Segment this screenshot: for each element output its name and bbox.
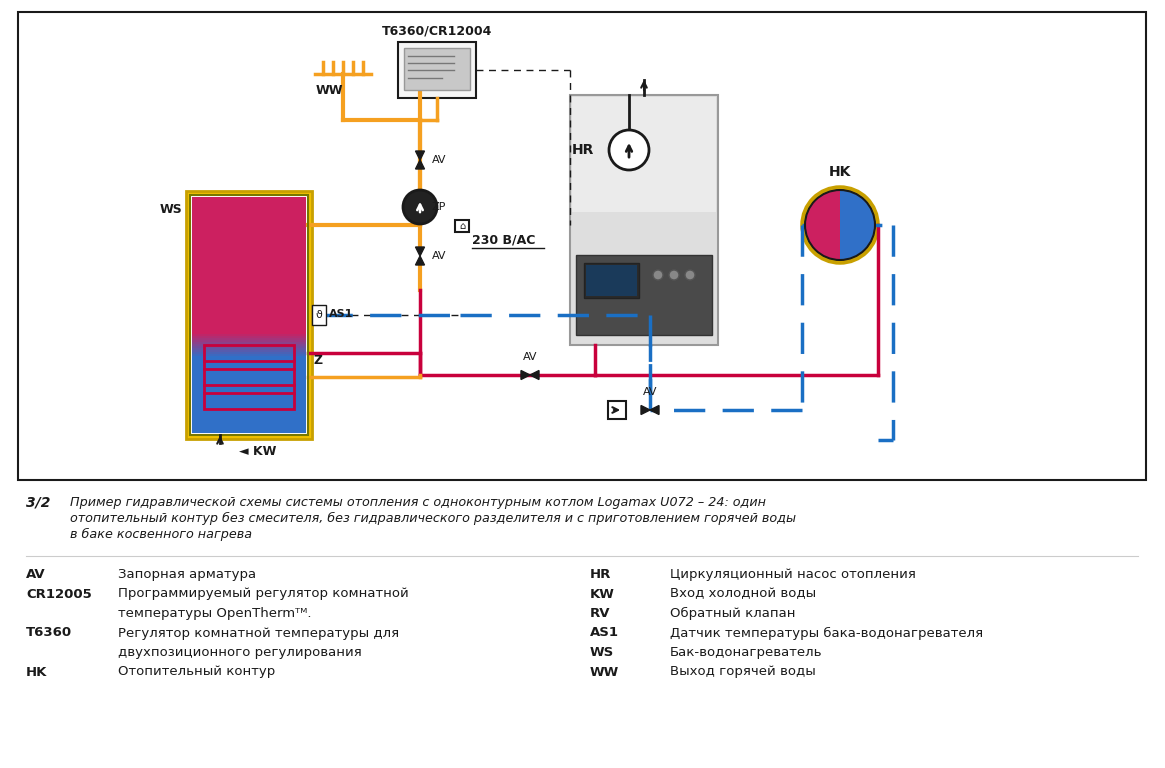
- Text: Циркуляционный насос отопления: Циркуляционный насос отопления: [670, 568, 916, 581]
- Bar: [204, 369, 294, 385]
- Bar: [192, 352, 306, 355]
- Text: HR: HR: [589, 568, 612, 581]
- Bar: [608, 401, 626, 419]
- Polygon shape: [521, 370, 530, 379]
- Bar: [192, 342, 306, 345]
- Text: Бак-водонагреватель: Бак-водонагреватель: [670, 646, 822, 659]
- Wedge shape: [840, 190, 875, 260]
- Bar: [398, 42, 476, 98]
- Text: WS: WS: [160, 203, 182, 216]
- Wedge shape: [805, 190, 840, 260]
- Text: WW: WW: [316, 84, 343, 97]
- Text: Z: Z: [313, 353, 323, 366]
- Text: в баке косвенного нагрева: в баке косвенного нагрева: [70, 528, 252, 541]
- Text: T6360: T6360: [26, 627, 72, 640]
- Text: 230 В/AC: 230 В/AC: [472, 233, 536, 247]
- Bar: [204, 393, 294, 409]
- Text: HK: HK: [26, 666, 48, 678]
- Bar: [192, 344, 306, 347]
- Text: Обратный клапан: Обратный клапан: [670, 607, 796, 620]
- Polygon shape: [650, 406, 659, 415]
- Text: Запорная арматура: Запорная арматура: [118, 568, 256, 581]
- Bar: [192, 197, 306, 334]
- Text: AV: AV: [26, 568, 45, 581]
- Polygon shape: [416, 151, 424, 160]
- Text: AV: AV: [523, 352, 537, 362]
- Bar: [192, 350, 306, 353]
- Polygon shape: [416, 247, 424, 256]
- Polygon shape: [416, 160, 424, 169]
- Text: WW: WW: [589, 666, 620, 678]
- Text: 3/2: 3/2: [26, 496, 50, 510]
- Text: RV: RV: [589, 607, 610, 620]
- Circle shape: [685, 270, 696, 280]
- Text: Отопительный контур: Отопительный контур: [118, 666, 275, 678]
- Circle shape: [403, 190, 437, 224]
- Text: Регулятор комнатной температуры для: Регулятор комнатной температуры для: [118, 627, 400, 640]
- Text: WS: WS: [589, 646, 614, 659]
- Text: ϑ: ϑ: [316, 310, 323, 320]
- Circle shape: [802, 187, 878, 263]
- Bar: [192, 332, 306, 335]
- Bar: [190, 195, 308, 435]
- Circle shape: [609, 130, 649, 170]
- Text: Датчик температуры бака-водонагревателя: Датчик температуры бака-водонагревателя: [670, 627, 983, 640]
- Text: AV: AV: [432, 251, 446, 261]
- Circle shape: [654, 270, 663, 280]
- Bar: [192, 336, 306, 339]
- Bar: [192, 340, 306, 343]
- Bar: [404, 48, 469, 90]
- Text: Выход горячей воды: Выход горячей воды: [670, 666, 816, 678]
- Text: ⌂: ⌂: [459, 221, 465, 231]
- Text: Вход холодной воды: Вход холодной воды: [670, 588, 817, 601]
- Text: температуры OpenThermᵀᴹ.: температуры OpenThermᵀᴹ.: [118, 607, 311, 620]
- Bar: [192, 356, 306, 433]
- Bar: [17, 12, 1146, 480]
- Bar: [192, 354, 306, 357]
- Bar: [586, 265, 637, 296]
- Text: AV: AV: [643, 387, 657, 397]
- Text: AS1: AS1: [589, 627, 619, 640]
- Text: Пример гидравлической схемы системы отопления с одноконтурным котлом Logamax U07: Пример гидравлической схемы системы отоп…: [70, 496, 767, 509]
- Text: CR12005: CR12005: [26, 588, 92, 601]
- Polygon shape: [641, 406, 650, 415]
- Bar: [456, 220, 469, 232]
- Bar: [192, 348, 306, 351]
- Text: HK: HK: [828, 165, 852, 179]
- Text: двухпозиционного регулирования: двухпозиционного регулирования: [118, 646, 362, 659]
- Bar: [584, 263, 638, 298]
- Circle shape: [669, 270, 679, 280]
- Polygon shape: [416, 256, 424, 265]
- Text: HR: HR: [572, 143, 594, 157]
- Text: T6360/CR12004: T6360/CR12004: [382, 25, 492, 38]
- Text: отопительный контур без смесителя, без гидравлического разделителя и с приготовл: отопительный контур без смесителя, без г…: [70, 512, 796, 525]
- Bar: [192, 338, 306, 341]
- Text: ZP: ZP: [432, 202, 446, 212]
- Text: AS1: AS1: [329, 309, 353, 319]
- Bar: [192, 346, 306, 349]
- Polygon shape: [530, 370, 539, 379]
- Bar: [572, 97, 716, 212]
- Bar: [186, 191, 312, 439]
- Text: AV: AV: [432, 155, 446, 165]
- Bar: [204, 345, 294, 361]
- Bar: [576, 255, 712, 335]
- Bar: [570, 95, 718, 345]
- Text: ◄ KW: ◄ KW: [239, 445, 276, 458]
- Bar: [190, 195, 308, 435]
- Text: Программируемый регулятор комнатной: Программируемый регулятор комнатной: [118, 588, 409, 601]
- Bar: [186, 191, 312, 439]
- Bar: [312, 305, 326, 325]
- Bar: [192, 334, 306, 337]
- Text: KW: KW: [589, 588, 615, 601]
